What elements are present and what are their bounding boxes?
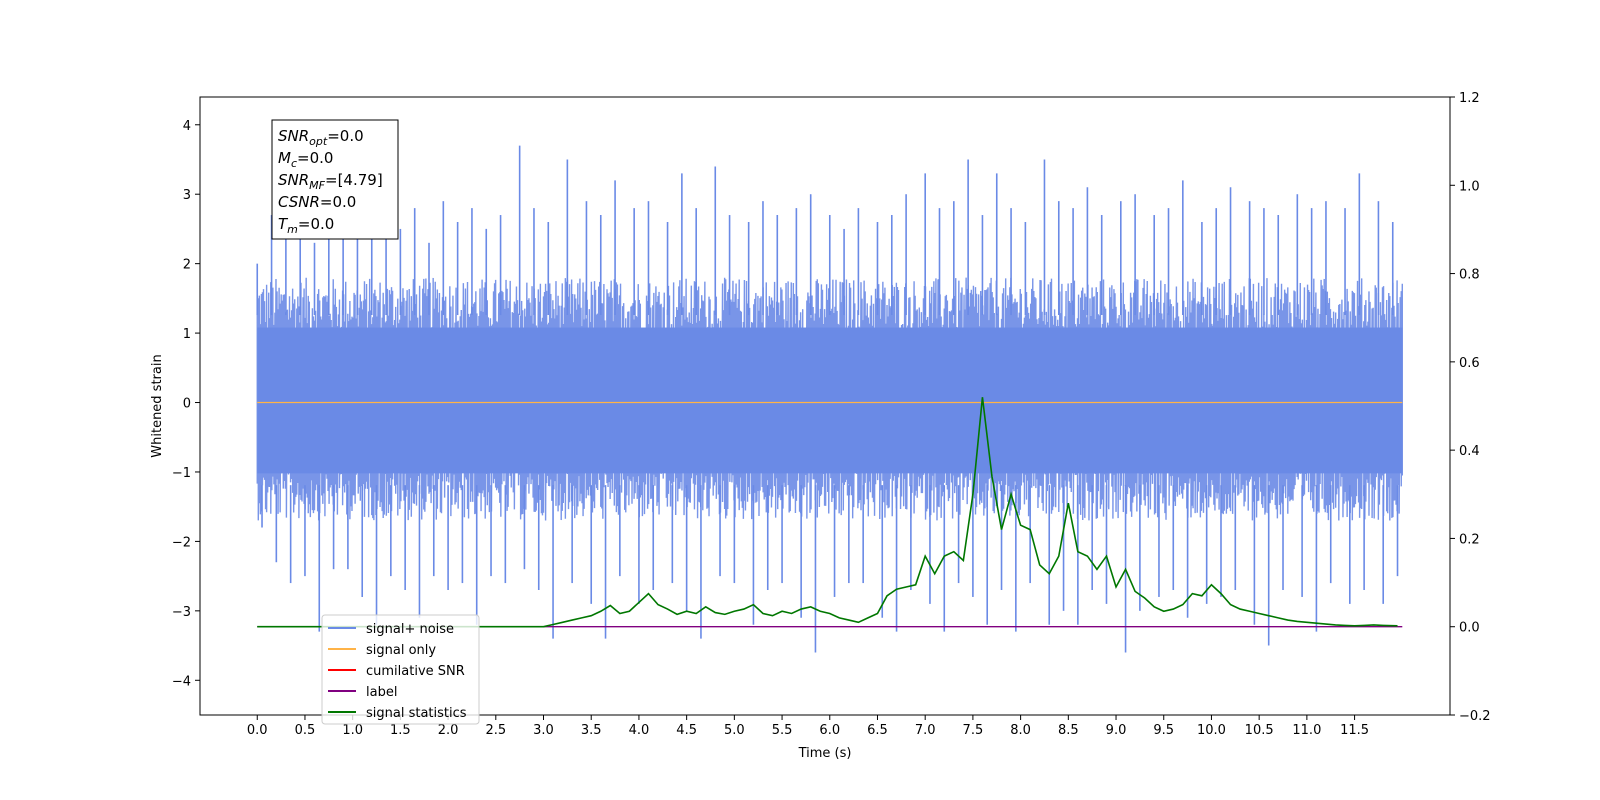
y-tick-label: 0 [183, 397, 191, 412]
legend-entry: signal+ noise [366, 622, 454, 637]
y-right-tick-label: −0.2 [1459, 709, 1491, 724]
annotation-line: Mc=0.0 [278, 149, 333, 170]
annotation-line: SNRopt=0.0 [278, 127, 364, 148]
x-tick-label: 3.0 [533, 723, 554, 738]
x-tick-label: 0.5 [295, 723, 316, 738]
y-tick-label: −1 [172, 466, 191, 481]
x-axis-ticks: 0.0 0.5 1.0 1.5 2.0 2.5 3.0 3.5 4.0 4.5 5.0 5.5 6.0 6… [247, 715, 1369, 738]
signal-noise-core [257, 327, 1403, 474]
x-tick-label: 7.0 [915, 723, 936, 738]
x-tick-label: 4.0 [629, 723, 650, 738]
x-tick-label: 6.5 [867, 723, 888, 738]
y-right-tick-label: 0.6 [1459, 356, 1480, 371]
x-tick-label: 3.5 [581, 723, 602, 738]
y-axis-label: Whitened strain [150, 354, 165, 457]
axes-frame [199, 96, 1451, 716]
y-right-tick-label: 0.0 [1459, 621, 1480, 636]
x-tick-label: 11.0 [1292, 723, 1321, 738]
annotation-frame [271, 119, 399, 240]
legend-entry: cumilative SNR [366, 664, 465, 679]
x-tick-label: 5.0 [724, 723, 745, 738]
legend-entry: signal statistics [366, 706, 467, 721]
y-right-tick-label: 0.2 [1459, 532, 1480, 547]
x-tick-label: 8.5 [1058, 723, 1079, 738]
x-tick-label: 2.5 [485, 723, 506, 738]
x-tick-label: 4.5 [676, 723, 697, 738]
y-right-tick-label: 0.8 [1459, 268, 1480, 283]
signal-noise-series [256, 145, 1403, 653]
x-tick-label: 9.0 [1106, 723, 1127, 738]
x-tick-label: 10.0 [1197, 723, 1226, 738]
y-tick-label: 2 [183, 258, 191, 273]
legend: signal+ noise signal only cumilative SNR la… [321, 614, 480, 725]
y-tick-label: −4 [172, 674, 191, 689]
legend-entry: signal only [366, 643, 436, 658]
x-tick-label: 11.5 [1340, 723, 1369, 738]
x-tick-label: 1.5 [390, 723, 411, 738]
x-axis-label: Time (s) [798, 746, 852, 761]
annotation-line: SNRMF=[4.79] [278, 171, 383, 192]
x-tick-label: 9.5 [1153, 723, 1174, 738]
x-tick-label: 10.5 [1245, 723, 1274, 738]
legend-frame [321, 614, 480, 725]
annotation-line: CSNR=0.0 [278, 193, 356, 211]
y-tick-label: 3 [183, 188, 191, 203]
x-tick-label: 8.0 [1010, 723, 1031, 738]
annotation-line: Tm=0.0 [278, 215, 334, 236]
x-tick-label: 5.5 [772, 723, 793, 738]
plot-area [199, 96, 1451, 716]
signal-statistics-line [257, 397, 1398, 628]
legend-entry: label [366, 685, 397, 700]
y-tick-label: 1 [183, 327, 191, 342]
x-tick-label: 0.0 [247, 723, 268, 738]
x-tick-label: 1.0 [342, 723, 363, 738]
y-axis-ticks-right: 1.2 1.0 0.8 0.6 0.4 0.2 0.0 −0.2 [1450, 91, 1491, 724]
x-tick-label: 2.0 [438, 723, 459, 738]
y-tick-label: 4 [183, 119, 191, 134]
y-axis-ticks-left: 4 3 2 1 0 −1 −2 −3 −4 [172, 119, 200, 689]
y-right-tick-label: 1.2 [1459, 91, 1480, 106]
y-tick-label: −2 [172, 535, 191, 550]
x-tick-label: 6.0 [819, 723, 840, 738]
y-right-tick-label: 0.4 [1459, 444, 1480, 459]
y-tick-label: −3 [172, 605, 191, 620]
x-tick-label: 7.5 [963, 723, 984, 738]
y-right-tick-label: 1.0 [1459, 179, 1480, 194]
